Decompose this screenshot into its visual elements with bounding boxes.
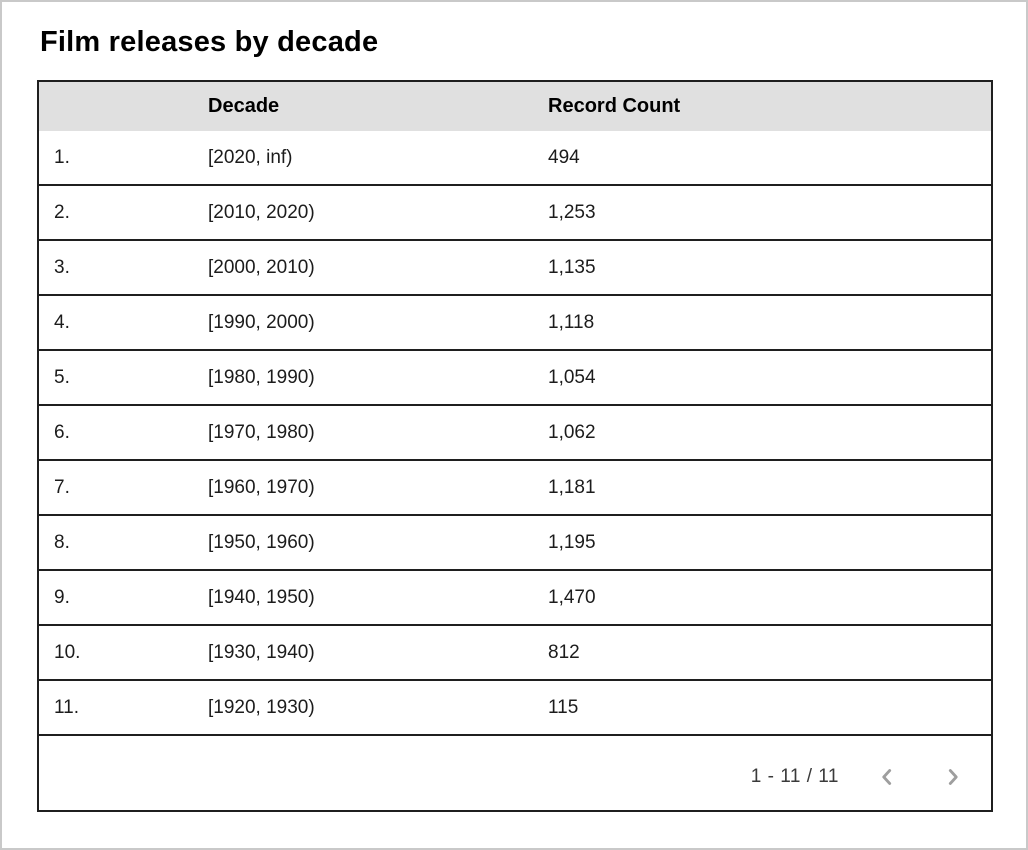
table-row: 1. [2020, inf) 494 [39,131,991,186]
table-header-row: Decade Record Count [39,82,991,131]
table-row: 9. [1940, 1950) 1,470 [39,571,991,626]
row-index-cell: 11. [54,696,80,718]
table-row: 3. [2000, 2010) 1,135 [39,241,991,296]
row-index-cell: 2. [54,201,70,223]
row-decade-cell: [1960, 1970) [208,476,315,498]
row-count-cell: 115 [548,696,579,718]
row-index-cell: 3. [54,256,70,278]
row-count-cell: 494 [548,146,580,168]
film-releases-table: Decade Record Count 1. [2020, inf) 494 2… [37,80,993,812]
row-decade-cell: [2000, 2010) [208,256,315,278]
row-index-cell: 10. [54,641,81,663]
row-count-cell: 1,470 [548,586,596,608]
row-index-cell: 7. [54,476,70,498]
page-title: Film releases by decade [40,26,379,58]
table-row: 6. [1970, 1980) 1,062 [39,406,991,461]
row-decade-cell: [1940, 1950) [208,586,315,608]
next-page-button[interactable] [931,755,975,799]
header-decade-cell[interactable]: Decade [208,95,280,117]
row-decade-cell: [1970, 1980) [208,421,315,443]
table-row: 8. [1950, 1960) 1,195 [39,516,991,571]
row-count-cell: 1,195 [548,531,596,553]
row-decade-cell: [1950, 1960) [208,531,315,553]
row-count-cell: 1,253 [548,201,596,223]
row-decade-cell: [1920, 1930) [208,696,315,718]
row-decade-cell: [1980, 1990) [208,366,315,388]
pagination-range-label: 1 - 11 / 11 [750,766,839,787]
row-decade-cell: [1990, 2000) [208,311,315,333]
chevron-right-icon [940,764,966,790]
row-decade-cell: [1930, 1940) [208,641,315,663]
row-count-cell: 1,062 [548,421,596,443]
header-record-count-cell[interactable]: Record Count [548,95,681,117]
row-index-cell: 4. [54,311,70,333]
row-index-cell: 8. [54,531,70,553]
row-count-cell: 1,181 [548,476,596,498]
table-row: 4. [1990, 2000) 1,118 [39,296,991,351]
row-count-cell: 1,118 [548,311,595,333]
row-index-cell: 6. [54,421,70,443]
row-count-cell: 1,135 [548,256,596,278]
row-count-cell: 1,054 [548,366,596,388]
table-row: 10. [1930, 1940) 812 [39,626,991,681]
row-count-cell: 812 [548,641,580,663]
row-decade-cell: [2020, inf) [208,146,293,168]
row-index-cell: 1. [54,146,70,168]
row-decade-cell: [2010, 2020) [208,201,315,223]
table-row: 2. [2010, 2020) 1,253 [39,186,991,241]
table-row: 7. [1960, 1970) 1,181 [39,461,991,516]
chevron-left-icon [874,764,900,790]
table-body: 1. [2020, inf) 494 2. [2010, 2020) 1,253… [39,131,991,736]
table-footer: 1 - 11 / 11 [39,736,991,810]
row-index-cell: 5. [54,366,70,388]
row-index-cell: 9. [54,586,70,608]
table-row: 5. [1980, 1990) 1,054 [39,351,991,406]
table-row: 11. [1920, 1930) 115 [39,681,991,736]
previous-page-button[interactable] [865,755,909,799]
